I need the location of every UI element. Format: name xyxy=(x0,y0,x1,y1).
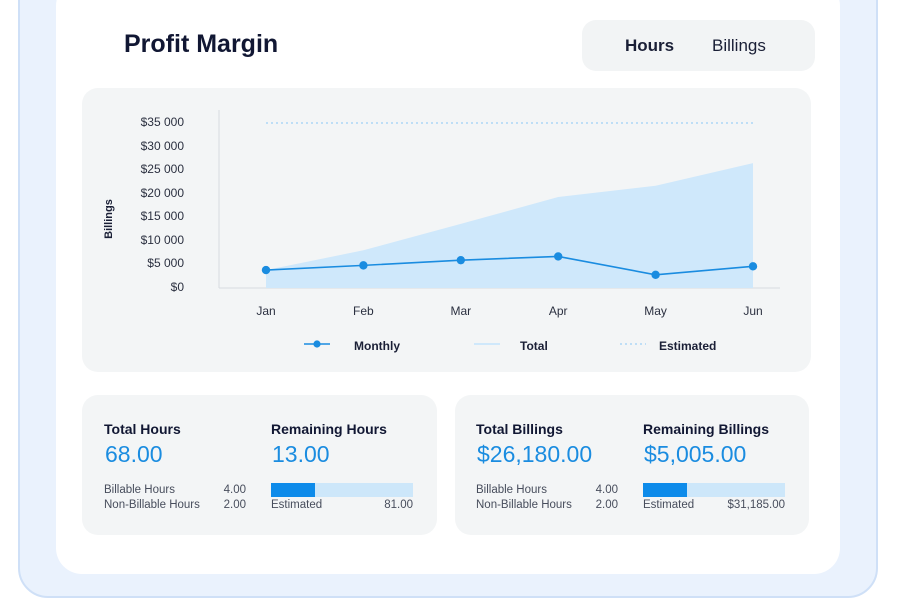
series-total-area xyxy=(266,163,753,288)
remaining-hours-value: 13.00 xyxy=(272,441,330,467)
x-tick-label: Jun xyxy=(743,304,763,318)
series-monthly-line xyxy=(265,255,754,276)
y-tick-label: $5 000 xyxy=(147,256,184,271)
monthly-point-may xyxy=(651,270,660,279)
chart-svg xyxy=(218,110,780,348)
monthly-point-mar xyxy=(456,255,465,265)
hours-progress-fill xyxy=(271,483,316,497)
hours-card: Total Hours 68.00 Remaining Hours 13.00 … xyxy=(82,395,437,535)
billings-progress-bar xyxy=(643,483,785,497)
billable-hours-value: 4.00 xyxy=(223,484,246,496)
toggle-billings[interactable]: Billings xyxy=(712,36,766,55)
monthly-point-feb xyxy=(359,261,368,270)
toggle-hours[interactable]: Hours xyxy=(625,36,675,55)
y-tick-label: $35 000 xyxy=(140,115,184,129)
remaining-billings-label: Remaining Billings xyxy=(643,421,770,437)
total-billings-label: Total Billings xyxy=(476,421,563,437)
x-tick-label: May xyxy=(644,304,667,318)
monthly-point-jan xyxy=(261,265,271,275)
billings-nonbillable-hours-value: 2.00 xyxy=(595,499,618,511)
billable-hours-label: Billable Hours xyxy=(104,484,175,496)
monthly-point-jun xyxy=(748,262,758,271)
billings-billable-hours-value: 4.00 xyxy=(595,484,618,496)
view-toggle: Hours Billings xyxy=(582,20,815,71)
billings-billable-hours-label: Billable Hours xyxy=(476,484,547,496)
x-tick-label: Feb xyxy=(353,304,374,318)
billings-estimated-value: $31,185.00 xyxy=(727,499,785,511)
x-tick-label: Apr xyxy=(548,304,568,318)
hours-progress-bar xyxy=(271,483,413,497)
hours-estimated-value: 81.00 xyxy=(384,499,413,511)
y-tick-label: $15 000 xyxy=(140,209,184,224)
chart-panel: Billings $0 $5 000 $10 000 $15 000 $20 000 $2… xyxy=(82,88,811,372)
y-tick-label: $0 xyxy=(170,280,184,294)
x-tick-label: Jan xyxy=(256,304,276,318)
page-title: Profit Margin xyxy=(124,30,279,58)
remaining-hours-label: Remaining Hours xyxy=(271,421,387,437)
billings-card: Total Billings $26,180.00 Remaining Bill… xyxy=(455,395,809,535)
legend-monthly-marker xyxy=(313,340,321,348)
billings-estimated-label: Estimated xyxy=(643,499,695,511)
nonbillable-hours-label: Non-Billable Hours xyxy=(104,499,200,511)
monthly-point-apr xyxy=(554,252,563,261)
y-tick-label: $25 000 xyxy=(140,162,184,177)
y-tick-label: $30 000 xyxy=(140,138,184,153)
remaining-billings-value: $5,005.00 xyxy=(644,441,747,467)
legend-total-label: Total xyxy=(520,339,548,353)
x-tick-label: Mar xyxy=(450,304,472,318)
legend-monthly-label: Monthly xyxy=(354,339,400,353)
y-tick-label: $20 000 xyxy=(140,185,184,200)
nonbillable-hours-value: 2.00 xyxy=(223,499,246,511)
total-hours-value: 68.00 xyxy=(105,441,163,467)
billings-progress-fill xyxy=(643,483,688,497)
billings-nonbillable-hours-label: Non-Billable Hours xyxy=(476,499,572,511)
total-billings-value: $26,180.00 xyxy=(477,441,593,467)
hours-estimated-label: Estimated xyxy=(271,499,323,511)
legend-estimated-label: Estimated xyxy=(659,339,717,353)
y-tick-label: $10 000 xyxy=(140,232,184,247)
total-hours-label: Total Hours xyxy=(104,421,181,437)
